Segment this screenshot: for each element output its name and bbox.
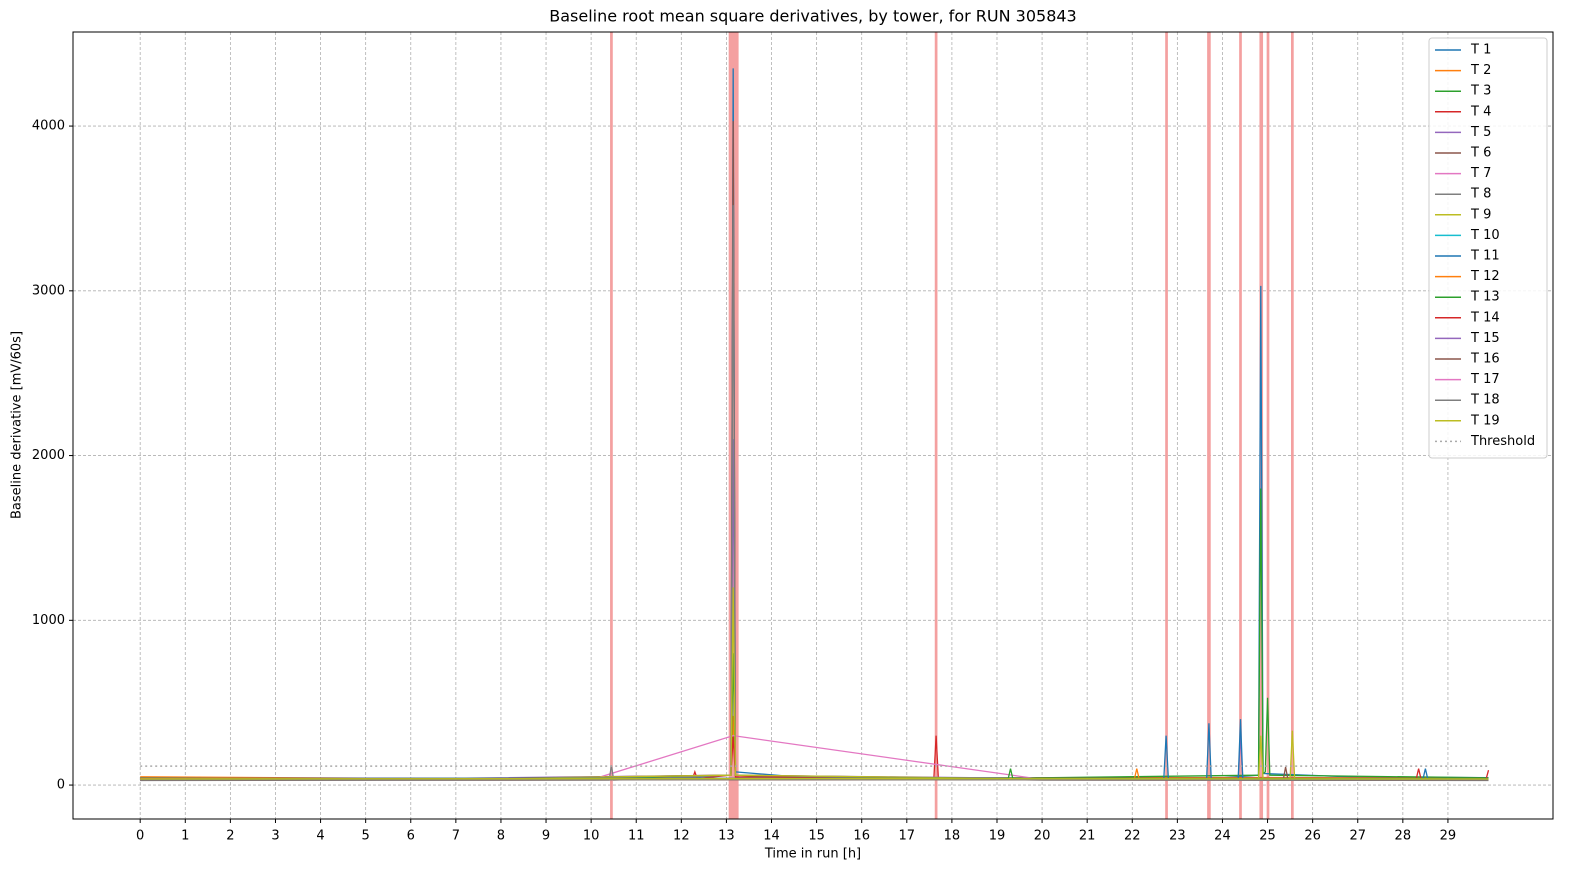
x-tick-label: 18 bbox=[944, 829, 961, 844]
x-tick-label: 17 bbox=[899, 829, 916, 844]
highlight-span bbox=[934, 32, 938, 819]
x-tick-label: 24 bbox=[1214, 829, 1231, 844]
y-tick-label: 3000 bbox=[32, 283, 65, 298]
highlight-span bbox=[1291, 32, 1294, 819]
legend-label: T 16 bbox=[1470, 352, 1500, 367]
x-tick-label: 8 bbox=[497, 829, 505, 844]
highlight-span bbox=[610, 32, 613, 819]
x-tick-label: 29 bbox=[1440, 829, 1457, 844]
x-tick-label: 7 bbox=[452, 829, 460, 844]
x-tick-label: 22 bbox=[1124, 829, 1141, 844]
y-tick-label: 0 bbox=[57, 778, 65, 793]
legend-label: T 14 bbox=[1470, 310, 1500, 325]
x-tick-label: 3 bbox=[271, 829, 279, 844]
y-axis-label: Baseline derivative [mV/60s] bbox=[10, 331, 25, 519]
x-tick-label: 13 bbox=[718, 829, 735, 844]
x-tick-label: 4 bbox=[316, 829, 324, 844]
legend-label: T 17 bbox=[1470, 372, 1500, 387]
x-tick-label: 21 bbox=[1079, 829, 1096, 844]
legend-label: T 10 bbox=[1470, 228, 1500, 243]
legend-label: T 18 bbox=[1470, 393, 1500, 408]
x-tick-label: 15 bbox=[808, 829, 825, 844]
series-line bbox=[140, 121, 1489, 781]
x-tick-label: 27 bbox=[1349, 829, 1366, 844]
legend-label: T 3 bbox=[1470, 84, 1491, 99]
legend-box bbox=[1428, 37, 1548, 459]
x-tick-label: 26 bbox=[1304, 829, 1321, 844]
legend-label: T 1 bbox=[1470, 43, 1491, 58]
x-tick-label: 11 bbox=[628, 829, 645, 844]
legend-label: Threshold bbox=[1470, 434, 1535, 449]
x-tick-label: 2 bbox=[226, 829, 234, 844]
x-tick-label: 5 bbox=[362, 829, 370, 844]
legend-label: T 5 bbox=[1470, 125, 1491, 140]
x-tick-label: 0 bbox=[136, 829, 144, 844]
highlight-span bbox=[1165, 32, 1168, 819]
chart-title: Baseline root mean square derivatives, b… bbox=[549, 7, 1076, 26]
series-line bbox=[140, 68, 1489, 780]
legend-label: T 13 bbox=[1470, 290, 1500, 305]
legend-label: T 12 bbox=[1470, 269, 1500, 284]
x-tick-label: 19 bbox=[989, 829, 1006, 844]
series-line bbox=[140, 439, 1489, 780]
x-tick-label: 23 bbox=[1169, 829, 1186, 844]
x-axis-label: Time in run [h] bbox=[764, 847, 861, 862]
series-line bbox=[140, 488, 1489, 780]
x-tick-label: 9 bbox=[542, 829, 550, 844]
highlight-span bbox=[1239, 32, 1242, 819]
x-tick-label: 1 bbox=[181, 829, 189, 844]
legend-label: T 15 bbox=[1470, 331, 1500, 346]
x-tick-label: 16 bbox=[853, 829, 870, 844]
x-tick-label: 28 bbox=[1395, 829, 1412, 844]
x-tick-label: 14 bbox=[763, 829, 780, 844]
x-tick-label: 10 bbox=[583, 829, 600, 844]
legend-label: T 8 bbox=[1470, 187, 1491, 202]
legend-label: T 11 bbox=[1470, 249, 1500, 264]
x-tick-label: 6 bbox=[407, 829, 415, 844]
legend-label: T 19 bbox=[1470, 413, 1500, 428]
series-line bbox=[140, 587, 1489, 780]
x-tick-label: 20 bbox=[1034, 829, 1051, 844]
highlight-span bbox=[1207, 32, 1211, 819]
y-tick-label: 4000 bbox=[32, 119, 65, 134]
legend-label: T 9 bbox=[1470, 207, 1491, 222]
x-tick-label: 25 bbox=[1259, 829, 1276, 844]
legend-label: T 2 bbox=[1470, 63, 1491, 78]
y-tick-label: 2000 bbox=[32, 448, 65, 463]
series-line bbox=[140, 205, 1489, 782]
x-tick-label: 12 bbox=[673, 829, 690, 844]
y-tick-label: 1000 bbox=[32, 613, 65, 628]
legend-label: T 7 bbox=[1470, 166, 1491, 181]
legend-label: T 6 bbox=[1470, 146, 1491, 161]
plot-frame bbox=[72, 31, 1554, 820]
highlight-span bbox=[1266, 32, 1270, 819]
legend-label: T 4 bbox=[1470, 104, 1491, 119]
